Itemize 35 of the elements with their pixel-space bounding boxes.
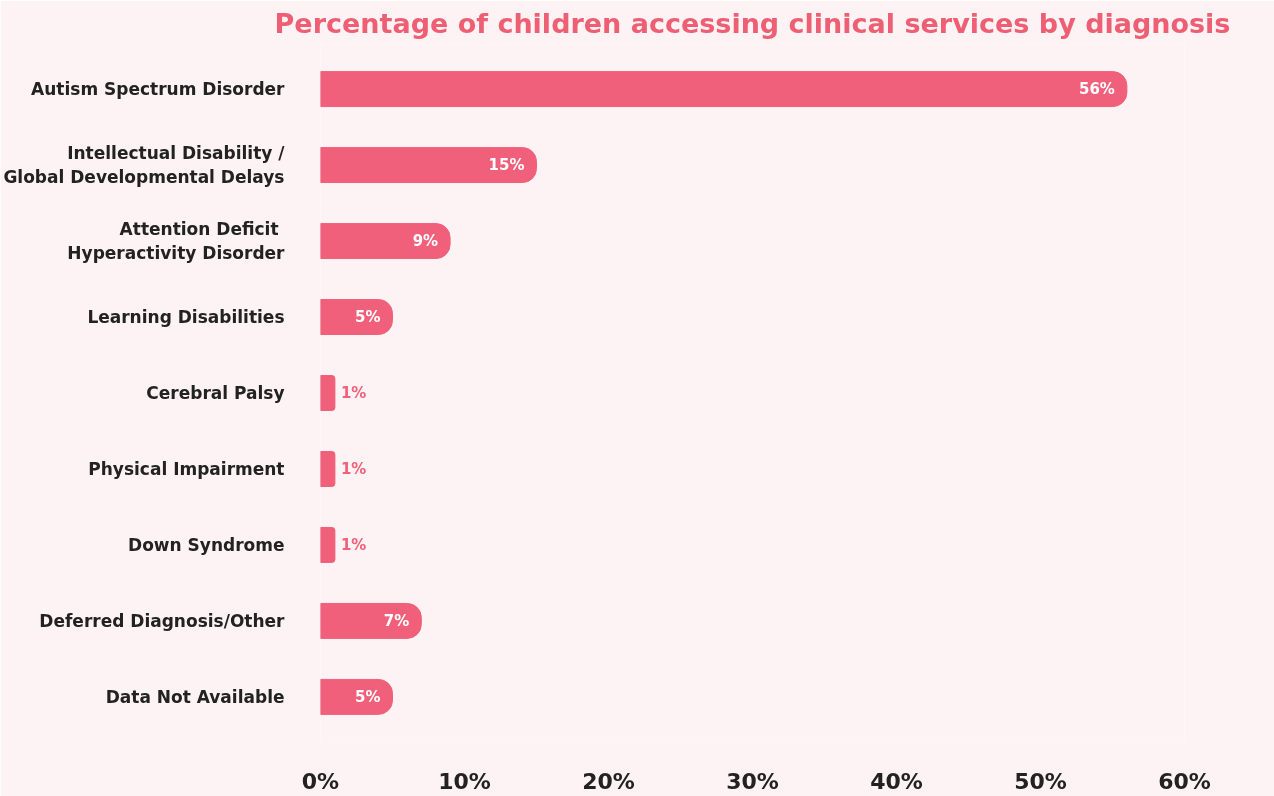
x-tick-label: 40%	[870, 768, 923, 794]
bar	[320, 602, 422, 639]
chart-title: Percentage of children accessing clinical services by diagnosis	[274, 7, 1231, 39]
y-tick-label: Learning Disabilities	[87, 307, 285, 328]
y-tick-label: Intellectual Disability / Global Developmental Delays	[3, 143, 286, 188]
bar	[320, 147, 537, 184]
bar	[320, 375, 336, 411]
data-label: 5%	[355, 308, 381, 327]
bar	[320, 223, 451, 260]
data-label: 9%	[412, 232, 439, 251]
y-tick-label: Cerebral Palsy	[146, 383, 285, 403]
y-tick-label: Deferred Diagnosis/Other	[39, 610, 286, 631]
x-tick-label: 50%	[1014, 768, 1067, 794]
data-label: 1%	[340, 535, 367, 554]
x-tick-label: 20%	[582, 768, 635, 794]
y-tick-label: Autism Spectrum Disorder	[31, 79, 286, 100]
bar	[320, 299, 393, 335]
y-tick-label: Data Not Available	[105, 686, 285, 707]
bar	[320, 678, 393, 715]
bar	[320, 451, 336, 487]
data-label: 15%	[488, 156, 525, 175]
data-label: 5%	[355, 687, 381, 706]
x-tick-label: 10%	[438, 768, 491, 794]
y-tick-label: Physical Impairment	[88, 458, 285, 479]
data-label: 7%	[383, 611, 410, 630]
data-label: 1%	[340, 384, 367, 402]
data-label: 1%	[340, 459, 367, 478]
y-tick-label: Down Syndrome	[128, 534, 285, 555]
y-tick-label: Attention Deficit Hyperactivity Disorder	[67, 219, 286, 264]
x-tick-label: 30%	[726, 768, 779, 794]
x-tick-label: 60%	[1158, 768, 1211, 794]
data-label: 56%	[1079, 80, 1115, 99]
bar	[320, 71, 1128, 108]
x-tick-label: 0%	[301, 768, 340, 794]
bar	[320, 526, 336, 563]
